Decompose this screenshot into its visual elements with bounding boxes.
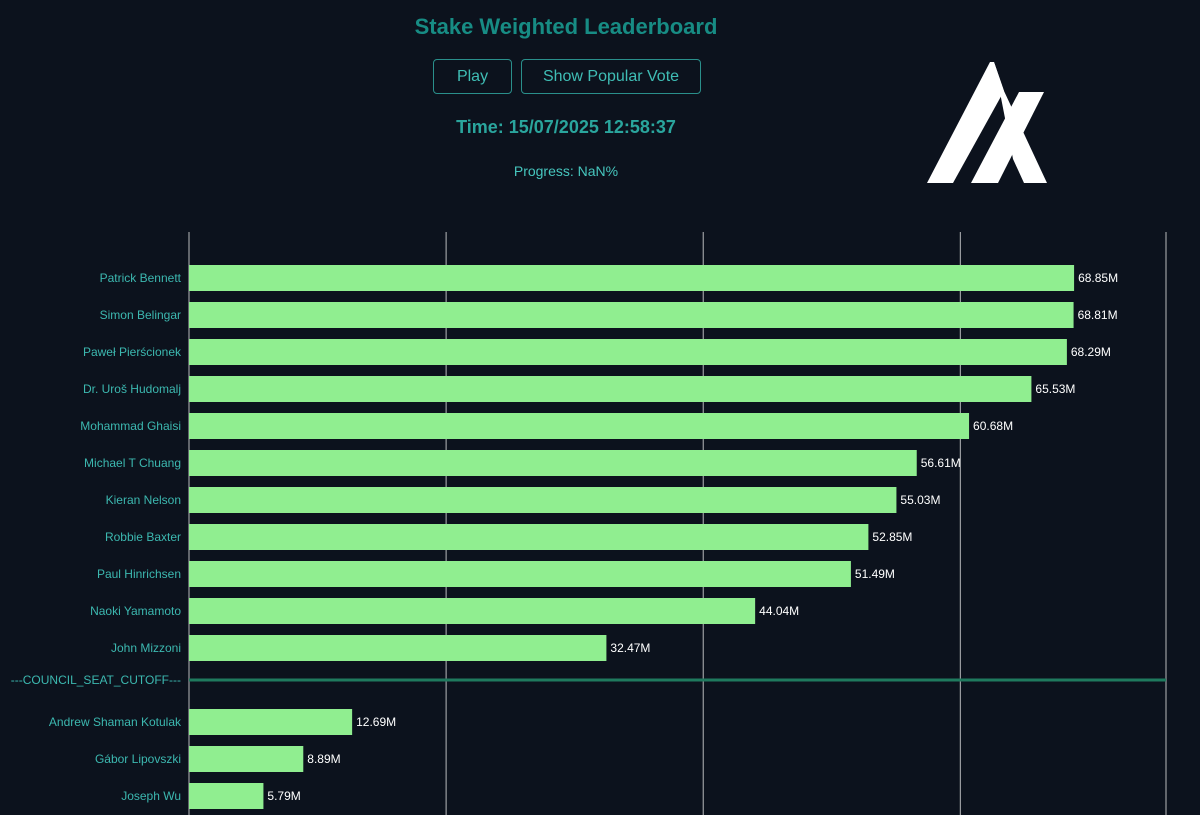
category-label: Paul Hinrichsen — [97, 567, 181, 581]
bar — [189, 524, 869, 550]
bar — [189, 265, 1075, 291]
category-label: Simon Belingar — [100, 308, 181, 322]
value-label: 8.89M — [307, 752, 340, 766]
value-label: 5.79M — [267, 789, 300, 803]
bar — [189, 450, 917, 476]
council-seat-cutoff-label: ---COUNCIL_SEAT_CUTOFF--- — [11, 673, 181, 687]
value-label: 32.47M — [610, 641, 650, 655]
category-label: Patrick Bennett — [100, 271, 182, 285]
bar — [189, 339, 1067, 365]
value-label: 52.85M — [872, 530, 912, 544]
algorand-logo-icon — [927, 62, 1047, 183]
category-label: Joseph Wu — [121, 789, 181, 803]
category-label: Gábor Lipovszki — [95, 752, 181, 766]
category-label: Kieran Nelson — [106, 493, 181, 507]
show-popular-vote-button[interactable]: Show Popular Vote — [521, 59, 701, 94]
category-label: Mohammad Ghaisi — [80, 419, 181, 433]
value-label: 68.29M — [1071, 345, 1111, 359]
logo-bar — [971, 92, 1044, 183]
value-label: 68.81M — [1078, 308, 1118, 322]
value-label: 68.85M — [1078, 271, 1118, 285]
category-label: Michael T Chuang — [84, 456, 181, 470]
bar — [189, 598, 756, 624]
play-button[interactable]: Play — [433, 59, 512, 94]
bar — [189, 746, 304, 772]
bar — [189, 709, 353, 735]
bar — [189, 635, 607, 661]
progress-display: Progress: NaN% — [513, 163, 619, 179]
page-title: Stake Weighted Leaderboard — [414, 14, 718, 39]
category-label: Naoki Yamamoto — [90, 604, 181, 618]
bar — [189, 413, 970, 439]
logo-main-stroke — [927, 62, 1004, 183]
category-label: Dr. Uroš Hudomalj — [83, 382, 181, 396]
value-label: 60.68M — [973, 419, 1013, 433]
value-label: 44.04M — [759, 604, 799, 618]
category-label: Andrew Shaman Kotulak — [49, 715, 182, 729]
bar — [189, 302, 1074, 328]
controls: Play Show Popular Vote — [433, 59, 701, 94]
bar — [189, 376, 1032, 402]
value-label: 51.49M — [855, 567, 895, 581]
logo-right-leg — [994, 62, 1047, 183]
bar — [189, 487, 897, 513]
category-label: Robbie Baxter — [105, 530, 181, 544]
bar — [189, 783, 264, 809]
value-label: 12.69M — [356, 715, 396, 729]
value-label: 56.61M — [921, 456, 961, 470]
category-label: John Mizzoni — [111, 641, 181, 655]
category-label: Paweł Pierścionek — [83, 345, 182, 359]
value-label: 65.53M — [1035, 382, 1075, 396]
bar — [189, 561, 851, 587]
value-label: 55.03M — [900, 493, 940, 507]
time-display: Time: 15/07/2025 12:58:37 — [456, 117, 676, 137]
